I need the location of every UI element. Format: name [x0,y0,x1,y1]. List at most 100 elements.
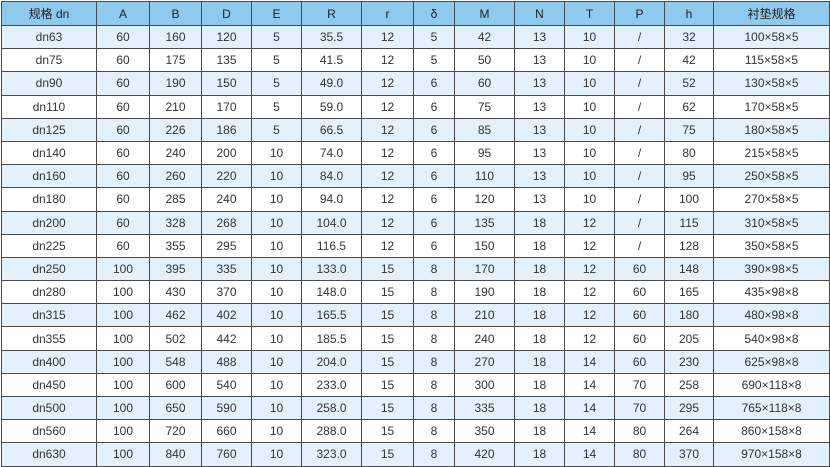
table-cell: 135 [454,210,515,235]
table-cell: 42 [454,24,515,50]
table-cell: 5 [251,24,302,50]
table-cell: 115 [664,210,714,235]
table-cell: 60 [614,303,665,328]
table-cell: 258.0 [301,395,362,421]
table-cell: 590 [201,395,252,421]
table-cell: 170 [454,256,515,282]
table-cell: 430 [149,280,202,305]
table-row: dn125 60 226 186 5 66.5 12 6 85 13 10/75 180×58×5 [1,117,830,142]
table-cell: 59.0 [301,94,362,119]
table-cell: 270 [454,349,515,374]
table-cell: 10 [251,372,302,398]
table-cell: 5 [413,24,455,50]
table-cell: 100 [96,280,150,305]
table-cell: 12 [361,71,414,96]
table-cell: 10 [564,24,615,50]
table-cell: 5 [251,48,302,73]
table-cell: 12 [361,233,414,258]
table-cell: 80 [614,442,665,467]
column-header: A [96,1,150,26]
table-cell: 14 [564,395,615,421]
table-cell: dn160 [1,164,97,189]
column-header: E [251,1,302,26]
table-cell: 41.5 [301,48,362,73]
table-cell: 135 [201,48,252,73]
table-cell: 110 [454,164,515,189]
table-cell: 10 [564,117,615,142]
table-cell: dn315 [1,303,97,328]
table-cell: 100 [96,303,150,328]
table-cell: 15 [361,395,414,421]
table-cell: 60 [96,48,150,73]
table-cell: 165 [664,280,714,305]
table-row: dn630 100 840 760 10 323.0 15 8 420 18 14 80 370 970×… [1,442,830,467]
table-cell: 186 [201,117,252,142]
table-cell: 150 [454,233,515,258]
table-cell: 12 [361,24,414,50]
table-cell: 60 [614,280,665,305]
table-cell: 226 [149,117,202,142]
table-cell: 62 [664,94,714,119]
table-row: dn63 60 160 120 5 35.5 12 5 42 13 10/32 100×58×5 [1,24,830,50]
table-cell: 70 [614,395,665,421]
table-cell: 8 [413,326,455,351]
table-cell: 32 [664,24,714,50]
table-cell: 120 [454,187,515,212]
table-cell: 18 [514,256,565,282]
table-cell: 13 [514,117,565,142]
table-cell: dn90 [1,71,97,96]
table-cell: 548 [149,349,202,374]
table-cell: 10 [251,326,302,351]
table-cell: 18 [514,395,565,421]
table-cell: 18 [514,280,565,305]
table-cell: 660 [201,419,252,444]
table-cell: 204.0 [301,349,362,374]
table-cell: dn400 [1,349,97,374]
table-cell: 100 [96,256,150,282]
table-cell: 13 [514,94,565,119]
table-cell: 15 [361,303,414,328]
table-cell: 35.5 [301,24,362,50]
table-cell: 60 [614,349,665,374]
table-cell: 15 [361,372,414,398]
table-cell: 323.0 [301,442,362,467]
table-cell: / [614,48,665,73]
table-cell: 170×58×5 [713,94,830,119]
table-cell: dn500 [1,395,97,421]
table-cell: 420 [454,442,515,467]
table-cell: 10 [251,395,302,421]
table-cell: 10 [251,349,302,374]
table-cell: dn355 [1,326,97,351]
table-cell: 600 [149,372,202,398]
table-cell: 12 [361,140,414,166]
table-cell: 12 [564,303,615,328]
column-header: N [514,1,565,26]
table-cell: 60 [96,210,150,235]
table-cell: dn560 [1,419,97,444]
table-cell: 60 [96,24,150,50]
table-cell: 540×98×8 [713,326,830,351]
column-header: D [201,1,252,26]
table-cell: 18 [514,349,565,374]
table-row: dn90 60 190 150 5 49.0 12 6 60 13 10/52 130×58×5 [1,71,830,96]
table-cell: 12 [564,256,615,282]
table-cell: dn180 [1,187,97,212]
table-cell: 10 [251,419,302,444]
table-cell: 100 [96,395,150,421]
table-cell: 185.5 [301,326,362,351]
table-cell: 233.0 [301,372,362,398]
table-cell: 442 [201,326,252,351]
table-row: dn450 100 600 540 10 233.0 15 8 300 18 14 70 258 690×… [1,372,830,398]
column-header: δ [413,1,455,26]
table-cell: 13 [514,71,565,96]
table-cell: 10 [251,210,302,235]
table-cell: 100 [664,187,714,212]
table-cell: dn75 [1,48,97,73]
table-cell: 10 [251,140,302,166]
table-cell: 970×158×8 [713,442,830,467]
table-row: dn140 60 240 200 10 74.0 12 6 95 13 10/80 215×58×5 [1,140,830,166]
table-row: dn500 100 650 590 10 258.0 15 8 335 18 14 70 295 765×… [1,395,830,421]
table-cell: 200 [201,140,252,166]
table-cell: 12 [361,117,414,142]
table-cell: 13 [514,24,565,50]
